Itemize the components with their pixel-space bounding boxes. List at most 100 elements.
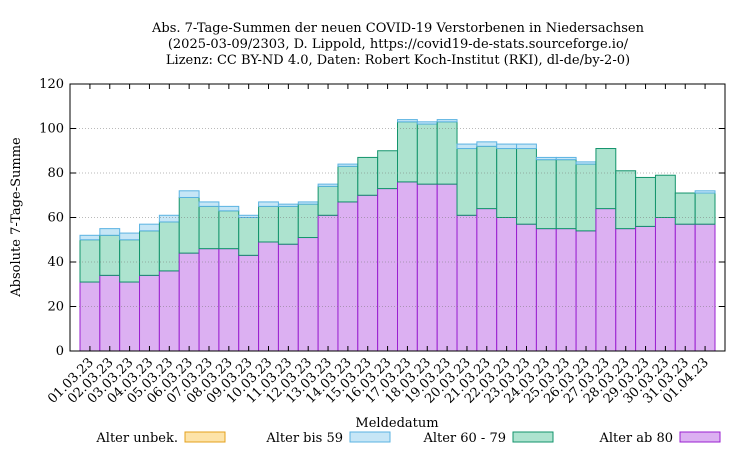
bar-segment-alter-bis-59: [575, 161, 597, 165]
y-tick-label: 100: [39, 122, 64, 137]
bar-segment-alter-ab-80: [198, 248, 220, 352]
bar-segment-alter-bis-59: [258, 201, 279, 207]
bar-segment-alter-bis-59: [456, 143, 478, 150]
bar-segment-alter-bis-59: [297, 201, 319, 205]
bar-segment-alter-60-79: [694, 192, 716, 225]
bar-segment-alter-60-79: [99, 234, 121, 276]
bar-segment-alter-60-79: [357, 156, 379, 196]
legend-label: Alter unbek.: [95, 431, 178, 446]
bar-segment-alter-ab-80: [694, 223, 716, 352]
bar-segment-alter-60-79: [158, 221, 180, 272]
bar-segment-alter-ab-80: [654, 217, 676, 352]
bar-segment-alter-bis-59: [238, 214, 260, 218]
bar-segment-alter-ab-80: [139, 274, 160, 352]
bar-segment-alter-ab-80: [635, 225, 656, 352]
bar-segment-alter-bis-59: [119, 232, 141, 241]
bar-segment-alter-60-79: [615, 170, 637, 230]
bar-segment-alter-ab-80: [555, 228, 577, 352]
chart-title: Abs. 7-Tage-Summen der neuen COVID-19 Ve…: [151, 21, 645, 68]
bar-segment-alter-60-79: [654, 174, 676, 219]
bar-segment-alter-ab-80: [674, 223, 696, 352]
bar-segment-alter-ab-80: [258, 241, 279, 352]
y-tick-label: 60: [47, 211, 64, 226]
bar-segment-alter-60-79: [297, 203, 319, 239]
bar-segment-alter-60-79: [178, 196, 200, 254]
y-tick-label: 120: [39, 77, 64, 92]
bar-segment-alter-60-79: [635, 176, 656, 227]
bar-segment-alter-bis-59: [397, 119, 418, 123]
bar-segment-alter-60-79: [119, 239, 141, 283]
bar-segment-alter-ab-80: [595, 208, 617, 352]
bar-segment-alter-60-79: [555, 159, 577, 230]
y-tick-label: 0: [56, 344, 64, 359]
title-line-2: (2025-03-09/2303, D. Lippold, https://co…: [168, 37, 629, 52]
bar-segment-alter-ab-80: [357, 194, 379, 352]
bar-segment-alter-ab-80: [377, 188, 398, 352]
bar-segment-alter-bis-59: [317, 183, 339, 187]
legend-swatch: [512, 431, 554, 443]
y-axis-label: Absolute 7-Tage-Summe: [9, 137, 24, 298]
y-axis-ticks: 0 20 40 60 80 100 120: [39, 77, 725, 359]
bar-layer: [79, 119, 716, 352]
bar-segment-alter-60-79: [575, 163, 597, 232]
title-line-3: Lizenz: CC BY-ND 4.0, Daten: Robert Koch…: [166, 53, 630, 68]
bar-segment-alter-ab-80: [297, 237, 319, 352]
bar-segment-alter-ab-80: [397, 181, 418, 352]
title-line-1: Abs. 7-Tage-Summen der neuen COVID-19 Ve…: [151, 21, 645, 36]
bar-segment-alter-bis-59: [277, 203, 299, 207]
bar-segment-alter-ab-80: [238, 254, 260, 352]
bar-segment-alter-60-79: [595, 148, 617, 210]
bar-segment-alter-ab-80: [615, 228, 637, 352]
bar-segment-alter-60-79: [496, 148, 518, 218]
bar-segment-alter-ab-80: [337, 201, 359, 352]
bar-segment-alter-ab-80: [575, 230, 597, 352]
bar-segment-alter-ab-80: [178, 252, 200, 352]
bar-segment-alter-ab-80: [416, 183, 438, 352]
bar-segment-alter-ab-80: [119, 281, 141, 352]
bar-segment-alter-60-79: [476, 145, 498, 210]
bar-segment-alter-60-79: [139, 230, 160, 276]
x-axis-label: Meldedatum: [355, 416, 438, 431]
bar-segment-alter-60-79: [238, 217, 260, 256]
bar-segment-alter-bis-59: [218, 205, 240, 212]
bar-segment-alter-60-79: [416, 123, 438, 185]
bar-segment-alter-bis-59: [496, 143, 518, 150]
legend: Alter unbek. Alter bis 59 Alter 60 - 79 Alt…: [95, 431, 721, 446]
bar-segment-alter-60-79: [674, 192, 696, 225]
bar-segment-alter-ab-80: [476, 208, 498, 352]
bar-segment-alter-bis-59: [99, 228, 121, 236]
bar-segment-alter-60-79: [317, 185, 339, 216]
bar-segment-alter-ab-80: [158, 270, 180, 352]
bar-segment-alter-60-79: [198, 205, 220, 250]
bar-segment-alter-bis-59: [178, 190, 200, 198]
bar-segment-alter-bis-59: [476, 141, 498, 147]
bar-segment-alter-bis-59: [79, 234, 101, 241]
bar-segment-alter-bis-59: [198, 201, 220, 207]
bar-segment-alter-60-79: [456, 148, 478, 216]
bar-segment-alter-bis-59: [139, 223, 160, 232]
bar-segment-alter-60-79: [516, 148, 537, 225]
bar-segment-alter-ab-80: [535, 228, 557, 352]
legend-swatch: [679, 431, 721, 443]
bar-segment-alter-60-79: [258, 205, 279, 243]
x-axis-ticks: 01.03.2302.03.2303.03.2304.03.2305.03.23…: [45, 84, 712, 407]
bar-segment-alter-ab-80: [79, 281, 101, 352]
bar-segment-alter-bis-59: [694, 190, 716, 194]
bar-segment-alter-60-79: [337, 165, 359, 203]
bar-segment-alter-60-79: [79, 239, 101, 283]
bar-segment-alter-60-79: [436, 121, 458, 185]
bar-segment-alter-bis-59: [337, 163, 359, 167]
bar-segment-alter-bis-59: [555, 156, 577, 161]
y-tick-label: 20: [47, 300, 64, 315]
legend-swatch: [349, 431, 391, 443]
bar-segment-alter-bis-59: [516, 143, 537, 150]
bar-segment-alter-60-79: [535, 159, 557, 230]
bar-segment-alter-bis-59: [436, 119, 458, 123]
bar-segment-alter-bis-59: [535, 156, 557, 161]
bar-segment-alter-60-79: [377, 150, 398, 190]
y-tick-label: 40: [47, 255, 64, 270]
legend-swatch: [184, 431, 226, 443]
bar-segment-alter-ab-80: [516, 223, 537, 352]
bar-segment-alter-bis-59: [416, 121, 438, 125]
